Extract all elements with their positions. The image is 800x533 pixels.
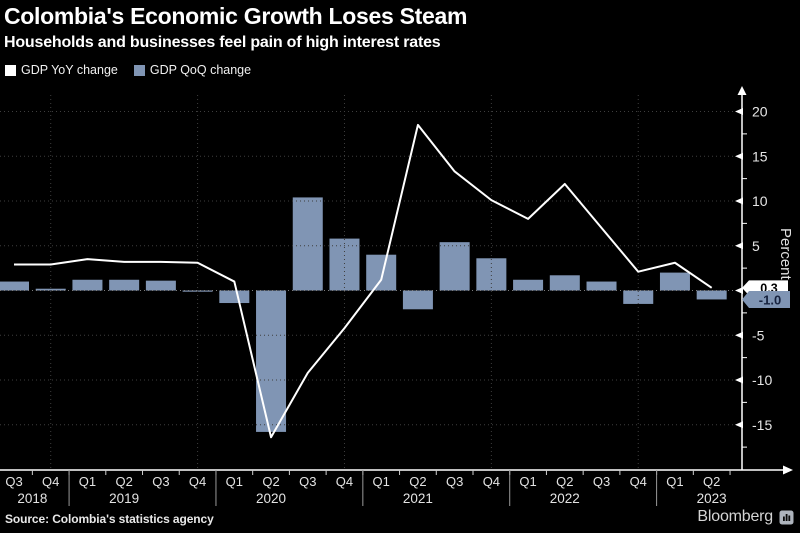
qoq-bar-q1-2023 xyxy=(659,272,690,291)
axis-label: Q2 xyxy=(556,474,573,489)
axis-label: Q2 xyxy=(703,474,720,489)
y-tick-major xyxy=(735,421,743,429)
qoq-bar-q1-2021 xyxy=(366,254,397,291)
axis-label: Percent xyxy=(777,228,794,281)
axis-label: 2020 xyxy=(256,491,286,506)
axis-label: -5 xyxy=(752,327,765,343)
axis-label: 2018 xyxy=(17,491,47,506)
legend-label-qoq: GDP QoQ change xyxy=(149,63,252,77)
axis-label: Q4 xyxy=(483,474,500,489)
qoq-bar-q1-2020 xyxy=(219,290,250,304)
qoq-bar-q1-2019 xyxy=(72,279,103,291)
axis-label: 10 xyxy=(752,193,768,209)
axis-label: Q2 xyxy=(262,474,279,489)
axis-label: Q1 xyxy=(79,474,96,489)
qoq-bar-q2-2020 xyxy=(256,290,287,432)
axis-label: Q4 xyxy=(336,474,353,489)
axis-label: 2021 xyxy=(403,491,433,506)
qoq-bar-q2-2021 xyxy=(402,290,433,310)
axis-label: Q1 xyxy=(373,474,390,489)
chart-subtitle: Households and businesses feel pain of h… xyxy=(4,34,441,51)
y-tick-major xyxy=(735,152,743,160)
qoq-bar-q3-2021 xyxy=(439,242,470,291)
qoq-bar-q2-2022 xyxy=(549,275,580,291)
qoq-bar-q4-2018 xyxy=(35,288,66,291)
y-tick-major xyxy=(735,376,743,384)
qoq-bar-q3-2020 xyxy=(292,197,323,291)
bloomberg-wordmark: Bloomberg xyxy=(697,508,794,526)
qoq-bar-q1-2022 xyxy=(513,279,544,291)
y-tick-major xyxy=(735,197,743,205)
y-tick-major xyxy=(735,242,743,250)
y-tick-major xyxy=(735,108,743,115)
legend: GDP YoY change GDP QoQ change xyxy=(5,63,251,77)
axis-label: 2022 xyxy=(550,491,580,506)
y-tick-major xyxy=(735,287,743,294)
axis-label: 5 xyxy=(752,238,760,254)
legend-item-qoq: GDP QoQ change xyxy=(133,63,252,77)
axis-label: Q3 xyxy=(299,474,316,489)
qoq-legend-swatch-icon xyxy=(133,64,145,76)
legend-label-yoy: GDP YoY change xyxy=(21,63,118,77)
qoq-bar-q2-2019 xyxy=(109,279,140,291)
axis-label: Q3 xyxy=(593,474,610,489)
yoy-line xyxy=(14,123,713,439)
bloomberg-logo-icon xyxy=(779,510,794,524)
axis-label: 20 xyxy=(752,104,768,120)
y-tick-major xyxy=(735,331,743,339)
yoy-legend-swatch-icon xyxy=(5,64,16,76)
legend-item-yoy: GDP YoY change xyxy=(5,63,118,77)
axis-label: 15 xyxy=(752,148,768,164)
source-text: Source: Colombia's statistics agency xyxy=(5,512,214,526)
axis-label: Q1 xyxy=(666,474,683,489)
axis-label: Q2 xyxy=(115,474,132,489)
axis-label: 2019 xyxy=(109,491,139,506)
axis-label: -1.0 xyxy=(759,292,781,307)
axis-label: Q3 xyxy=(446,474,463,489)
axis-label: Q3 xyxy=(5,474,22,489)
axis-label: Q4 xyxy=(189,474,206,489)
axis-label: Q3 xyxy=(152,474,169,489)
x-axis-arrow-icon xyxy=(783,465,793,475)
qoq-bar-q2-2023 xyxy=(696,290,727,300)
qoq-bar-q3-2019 xyxy=(145,280,176,291)
qoq-bar-q4-2020 xyxy=(329,238,360,291)
qoq-bar-q3-2018 xyxy=(0,281,29,291)
axis-label: Q2 xyxy=(409,474,426,489)
axis-label: Q1 xyxy=(519,474,536,489)
axis-label: Q4 xyxy=(630,474,647,489)
axis-label: Q4 xyxy=(42,474,59,489)
axis-label: -10 xyxy=(752,372,772,388)
chart-title: Colombia's Economic Growth Loses Steam xyxy=(4,3,468,29)
axis-label: 2023 xyxy=(697,491,727,506)
qoq-bar-q3-2022 xyxy=(586,281,617,291)
axis-label: Q1 xyxy=(226,474,243,489)
axis-label: -15 xyxy=(752,417,772,433)
y-axis-arrow-icon xyxy=(737,86,747,95)
bloomberg-brand-text: Bloomberg xyxy=(697,508,773,525)
qoq-bar-q4-2022 xyxy=(623,290,654,304)
qoq-value-tag xyxy=(742,290,790,308)
